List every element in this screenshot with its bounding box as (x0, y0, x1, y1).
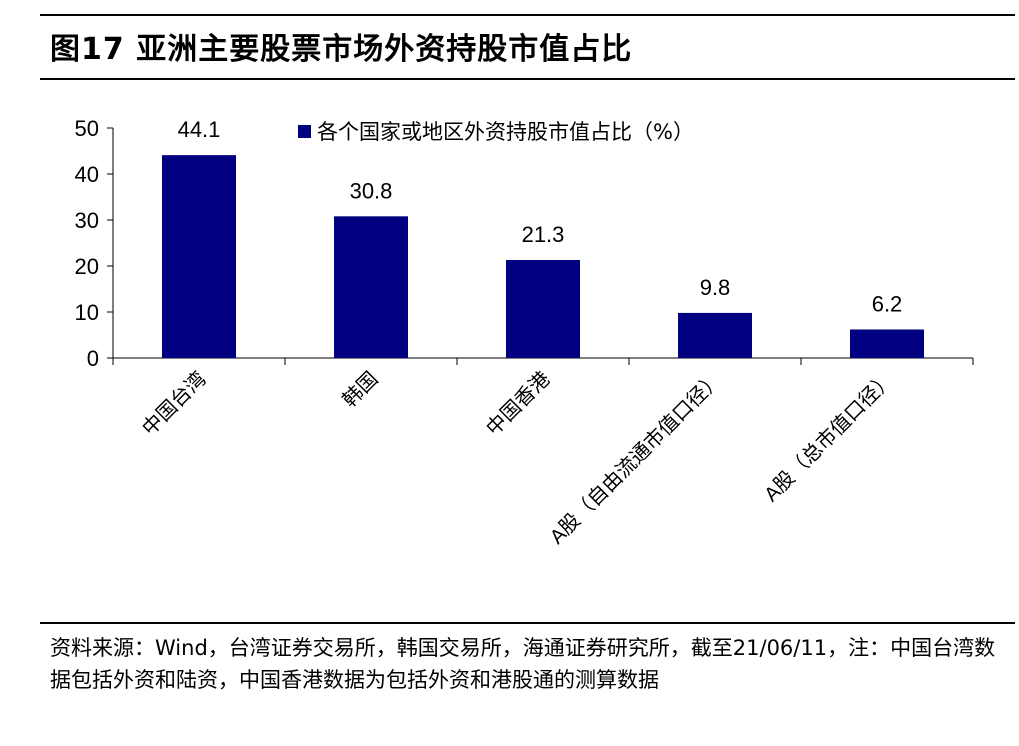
y-tick-label: 0 (87, 346, 99, 371)
data-label: 21.3 (522, 222, 565, 247)
legend-label: 各个国家或地区外资持股市值占比（%） (317, 120, 694, 144)
x-category-label: 中国香港 (482, 367, 555, 440)
title-rule (40, 78, 1015, 80)
y-tick-label: 10 (75, 300, 99, 325)
y-tick-label: 50 (75, 116, 99, 141)
bar (678, 312, 752, 358)
bar (334, 216, 408, 358)
x-category-label: A股（自由流通市值口径） (545, 367, 726, 548)
legend-swatch (298, 124, 311, 138)
data-label: 9.8 (700, 275, 731, 300)
data-label: 44.1 (178, 117, 221, 142)
chart-legend: 各个国家或地区外资持股市值占比（%） (298, 116, 694, 146)
x-category-label: 中国台湾 (138, 367, 211, 440)
figure-title: 图17 亚洲主要股票市场外资持股市值占比 (50, 32, 633, 67)
data-label: 30.8 (350, 178, 393, 203)
bottom-rule (40, 622, 1015, 624)
bar (850, 329, 924, 358)
source-note: 资料来源：Wind，台湾证券交易所，韩国交易所，海通证券研究所，截至21/06/… (50, 636, 996, 692)
y-tick-label: 20 (75, 254, 99, 279)
data-label: 6.2 (872, 291, 903, 316)
y-tick-label: 30 (75, 208, 99, 233)
bar (506, 260, 580, 358)
top-rule (40, 14, 1015, 16)
bar (162, 155, 236, 358)
x-category-label: 韩国 (338, 367, 383, 412)
y-tick-label: 40 (75, 162, 99, 187)
x-category-label: A股（总市值口径） (760, 367, 899, 506)
